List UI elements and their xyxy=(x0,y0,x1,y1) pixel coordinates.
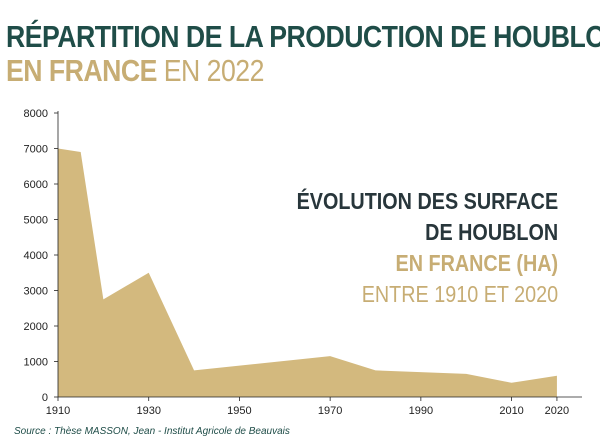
y-tick-label: 2000 xyxy=(24,321,48,333)
title-line-1: RÉPARTITION DE LA PRODUCTION DE HOUBLON xyxy=(6,19,600,54)
x-tick-label: 2020 xyxy=(545,405,569,417)
chart-title: RÉPARTITION DE LA PRODUCTION DE HOUBLON … xyxy=(6,20,600,88)
x-tick-label: 1970 xyxy=(318,405,342,417)
y-tick-label: 6000 xyxy=(24,179,48,191)
overlay-line-3: EN FRANCE (HA) xyxy=(395,250,558,276)
y-tick-label: 4000 xyxy=(24,250,48,262)
y-tick-label: 7000 xyxy=(24,144,48,156)
y-tick-label: 5000 xyxy=(24,215,48,227)
x-tick-label: 1950 xyxy=(227,405,251,417)
y-tick-label: 8000 xyxy=(24,108,48,120)
y-tick-label: 3000 xyxy=(24,286,48,298)
title-line-2-bold: EN FRANCE xyxy=(6,53,157,88)
x-tick-label: 1910 xyxy=(46,405,70,417)
title-line-2-light: EN 2022 xyxy=(163,53,265,88)
overlay-line-1: ÉVOLUTION DES SURFACE xyxy=(296,188,558,214)
y-tick-label: 0 xyxy=(42,392,48,404)
x-tick-label: 2010 xyxy=(499,405,523,417)
overlay-line-2: DE HOUBLON xyxy=(425,219,558,245)
y-tick-label: 1000 xyxy=(24,357,48,369)
area-series xyxy=(58,148,557,397)
x-tick-label: 1930 xyxy=(136,405,160,417)
overlay-line-4: ENTRE 1910 ET 2020 xyxy=(361,281,558,307)
source-note: Source : Thèse MASSON, Jean - Institut A… xyxy=(14,426,290,437)
x-tick-label: 1990 xyxy=(409,405,433,417)
chart-overlay-caption: ÉVOLUTION DES SURFACE DE HOUBLON EN FRAN… xyxy=(296,186,558,310)
